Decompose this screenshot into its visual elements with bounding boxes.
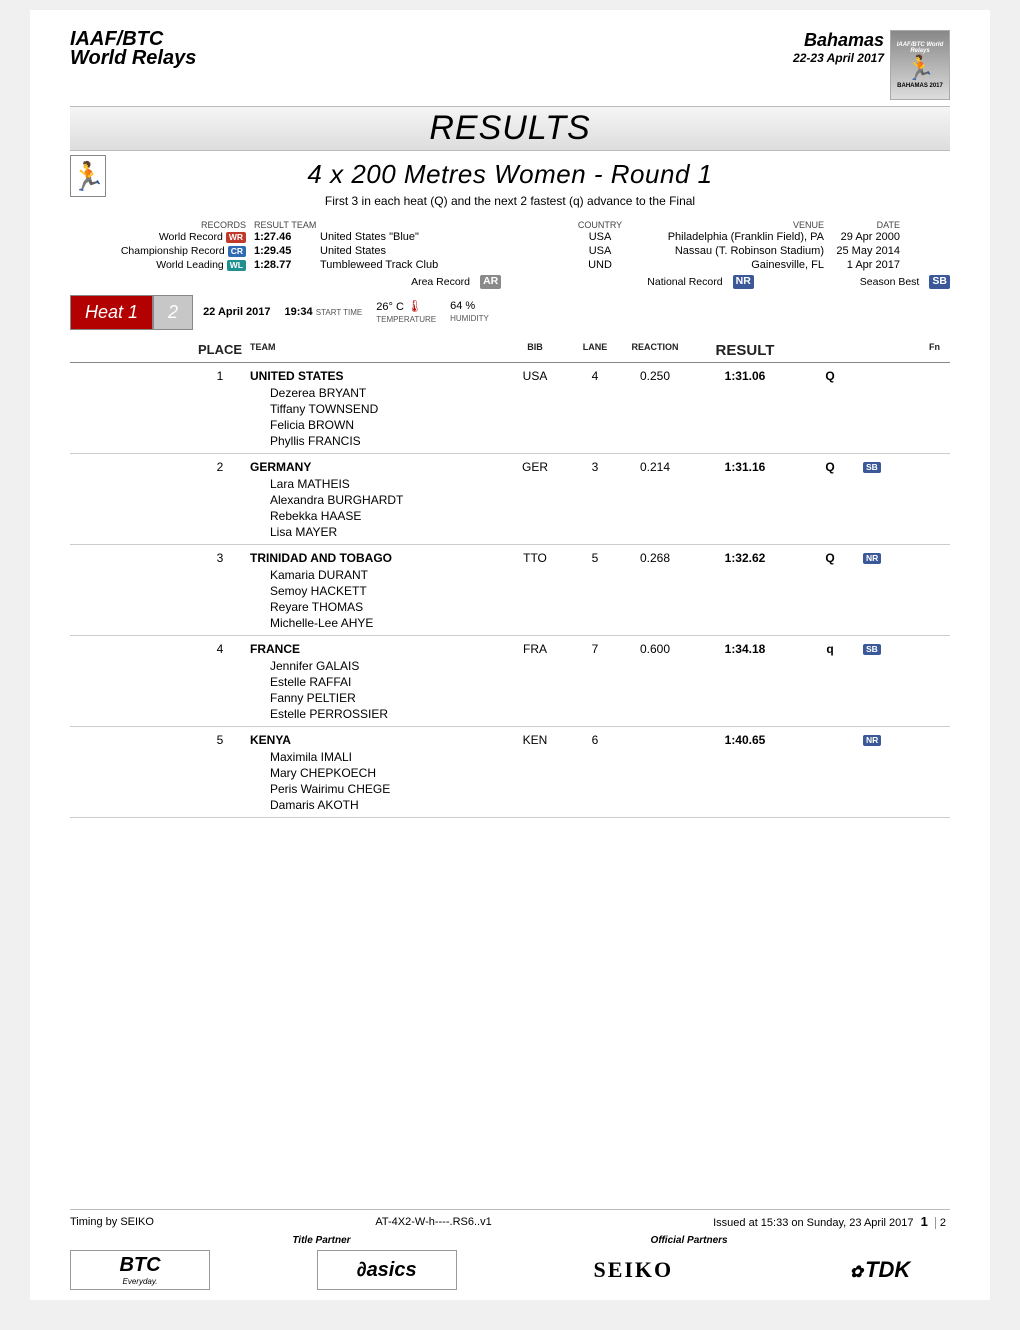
- event-dates: 22-23 April 2017: [793, 51, 884, 65]
- athlete-name: Estelle RAFFAI: [270, 674, 940, 690]
- athlete-name: Reyare THOMAS: [270, 599, 940, 615]
- record-row: World RecordWR1:27.46United States "Blue…: [70, 230, 950, 244]
- partner-asics: ∂ asics: [317, 1250, 457, 1290]
- records-section: RECORDS RESULT TEAM COUNTRY VENUE DATE W…: [70, 220, 950, 289]
- location: Bahamas: [793, 30, 884, 51]
- partner-seiko: SEIKO: [563, 1257, 703, 1283]
- qualification-note: First 3 in each heat (Q) and the next 2 …: [118, 194, 902, 208]
- org-line2: World Relays: [70, 49, 196, 68]
- heat-tab-2[interactable]: 2: [153, 295, 193, 330]
- results-header: PLACE TEAM BIB LANE REACTION RESULT Fn: [70, 338, 950, 363]
- athlete-name: Phyllis FRANCIS: [270, 433, 940, 449]
- document-code: AT-4X2-W-h----.RS6..v1: [375, 1216, 491, 1228]
- athlete-name: Maximila IMALI: [270, 749, 940, 765]
- athlete-name: Kamaria DURANT: [270, 567, 940, 583]
- record-row: World LeadingWL1:28.77Tumbleweed Track C…: [70, 258, 950, 272]
- athlete-name: Dezerea BRYANT: [270, 385, 940, 401]
- athlete-name: Alexandra BURGHARDT: [270, 492, 940, 508]
- athlete-name: Rebekka HAASE: [270, 508, 940, 524]
- season-best-badge: SB: [929, 275, 950, 289]
- col-records: RECORDS: [70, 220, 250, 230]
- heat-date: 22 April 2017: [203, 306, 270, 318]
- team-row: 2GERMANYGER30.2141:31.16QSBLara MATHEISA…: [70, 454, 950, 545]
- team-row: 5KENYAKEN61:40.65NRMaximila IMALIMary CH…: [70, 727, 950, 818]
- athlete-name: Michelle-Lee AHYE: [270, 615, 940, 631]
- area-record-badge: AR: [480, 275, 501, 289]
- team-row: 3TRINIDAD AND TOBAGOTTO50.2681:32.62QNRK…: [70, 545, 950, 636]
- partner-btc: BTC Everyday.: [70, 1250, 210, 1290]
- thermometer-icon: 🌡: [407, 299, 422, 313]
- athlete-name: Damaris AKOTH: [270, 797, 940, 813]
- page-current: 1: [917, 1214, 932, 1229]
- event-title: 4 x 200 Metres Women - Round 1: [118, 159, 902, 190]
- heat-tab-1[interactable]: Heat 1: [70, 295, 153, 330]
- event-banner-icon: IAAF/BTC World Relays 🏃 BAHAMAS 2017: [890, 30, 950, 100]
- team-row: 4FRANCEFRA70.6001:34.18qSBJennifer GALAI…: [70, 636, 950, 727]
- record-row: Championship RecordCR1:29.45United State…: [70, 244, 950, 258]
- athlete-name: Jennifer GALAIS: [270, 658, 940, 674]
- timing-credit: Timing by SEIKO: [70, 1216, 154, 1228]
- athlete-name: Semoy HACKETT: [270, 583, 940, 599]
- national-record-badge: NR: [733, 275, 754, 289]
- athlete-name: Peris Wairimu CHEGE: [270, 781, 940, 797]
- athlete-name: Lara MATHEIS: [270, 476, 940, 492]
- team-row: 1UNITED STATESUSA40.2501:31.06QDezerea B…: [70, 363, 950, 454]
- athlete-name: Tiffany TOWNSEND: [270, 401, 940, 417]
- athlete-name: Felicia BROWN: [270, 417, 940, 433]
- athlete-name: Estelle PERROSSIER: [270, 706, 940, 722]
- partner-tdk: TDK: [810, 1257, 950, 1283]
- runner-icon: 🏃: [70, 155, 106, 197]
- page-title: RESULTS: [70, 106, 950, 151]
- issued-timestamp: Issued at 15:33 on Sunday, 23 April 2017: [713, 1217, 913, 1229]
- athlete-name: Lisa MAYER: [270, 524, 940, 540]
- org-logo: IAAF/BTC World Relays: [70, 30, 196, 68]
- footer: Timing by SEIKO AT-4X2-W-h----.RS6..v1 I…: [70, 1209, 950, 1290]
- heat-tabs: Heat 1 2: [70, 295, 193, 330]
- athlete-name: Mary CHEPKOECH: [270, 765, 940, 781]
- athlete-name: Fanny PELTIER: [270, 690, 940, 706]
- page-total: 2: [935, 1217, 950, 1229]
